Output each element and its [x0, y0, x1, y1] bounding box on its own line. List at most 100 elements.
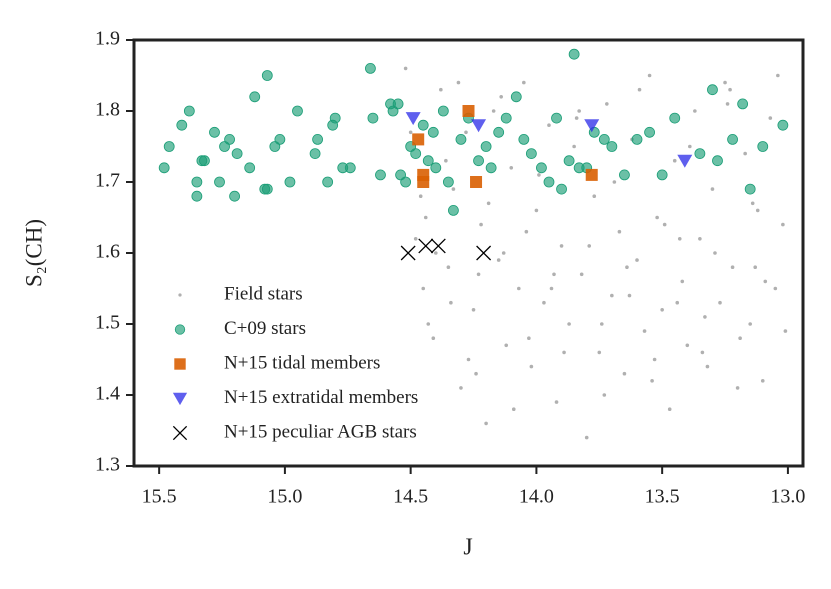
c09-star: [392, 98, 404, 110]
field-star: [718, 300, 722, 305]
field-star: [753, 265, 758, 270]
field-star: [685, 343, 690, 348]
c09-star: [274, 133, 286, 145]
field-star: [562, 350, 566, 355]
tidal-member: [417, 168, 430, 181]
field-star: [587, 244, 592, 248]
c09-star: [707, 84, 718, 96]
field-star: [486, 201, 491, 206]
field-star: [451, 187, 456, 191]
field-star: [773, 286, 778, 291]
c09-star: [375, 169, 386, 181]
legend-label: N+15 peculiar AGB stars: [224, 421, 417, 442]
field-star: [783, 329, 788, 333]
c09-star: [493, 126, 505, 138]
c09-star: [163, 141, 175, 152]
field-star: [652, 357, 657, 362]
field-star: [446, 265, 451, 270]
c09-star: [656, 169, 668, 181]
legend-label: C+09 stars: [224, 318, 306, 339]
c09-star: [312, 133, 323, 145]
extratidal-member: [471, 119, 487, 133]
c09-star: [365, 63, 376, 74]
c09-star: [473, 155, 484, 167]
field-star: [466, 357, 471, 362]
c09-star: [229, 190, 241, 202]
field-star: [768, 116, 773, 120]
tidal-member: [412, 133, 425, 146]
extratidal-member: [584, 119, 600, 133]
field-star: [403, 66, 408, 71]
legend-label: N+15 tidal members: [224, 352, 380, 373]
c09-star: [551, 112, 562, 124]
c09-star: [176, 119, 188, 131]
field-star: [667, 407, 672, 412]
tidal-member: [174, 358, 186, 370]
c09-star: [261, 70, 273, 81]
field-star: [524, 229, 529, 234]
tidal-member: [462, 105, 475, 117]
c09-star: [292, 105, 303, 117]
c09-star: [525, 148, 537, 160]
c09-star: [744, 183, 756, 195]
field-star: [622, 371, 627, 376]
field-star: [408, 130, 413, 135]
x-tick-label: 13.5: [645, 486, 680, 508]
c09-star: [191, 190, 203, 202]
field-star: [549, 286, 554, 291]
c09-star: [480, 141, 492, 152]
field-star: [434, 251, 438, 255]
c09-star: [214, 176, 225, 188]
c09-star: [712, 155, 723, 167]
c09-star: [400, 176, 412, 188]
field-star: [655, 215, 659, 220]
field-star: [522, 80, 526, 85]
plot-area: [158, 48, 789, 440]
field-star: [705, 364, 710, 369]
field-star: [444, 158, 448, 163]
c09-star: [543, 176, 555, 188]
c09-star: [422, 155, 434, 167]
field-star: [431, 336, 436, 341]
c09-star: [191, 176, 203, 188]
field-star: [625, 265, 629, 270]
y-tick-label: 1.9: [95, 28, 120, 50]
field-star: [612, 180, 617, 184]
c09-star: [598, 133, 610, 145]
c09-star: [261, 183, 273, 195]
c09-star: [757, 141, 769, 152]
field-star: [713, 251, 717, 255]
c09-star: [427, 126, 439, 138]
c09-star: [244, 162, 256, 174]
legend: Field stars C+09 stars N+15 tidal members N…: [172, 283, 418, 442]
y-tick-label: 1.3: [95, 454, 120, 476]
c09-star: [442, 176, 454, 188]
c09-star: [322, 176, 334, 188]
c09-star: [199, 155, 210, 167]
c09-star: [556, 183, 567, 195]
field-star: [703, 315, 707, 319]
field-star: [728, 87, 732, 92]
c09-star: [158, 162, 170, 174]
agb-star: [172, 425, 188, 441]
field-star: [675, 300, 680, 305]
field-star: [529, 364, 534, 369]
c09-star: [644, 126, 655, 138]
field-star: [725, 102, 730, 106]
extratidal-member: [172, 392, 188, 406]
field-star: [547, 123, 551, 127]
c09-star: [329, 112, 341, 124]
field-star: [748, 322, 752, 326]
c09-star: [448, 204, 459, 216]
c09-star: [485, 162, 497, 174]
field-star: [693, 109, 697, 113]
field-star: [750, 201, 755, 206]
field-star: [738, 336, 742, 341]
field-star: [426, 322, 431, 326]
x-axis-label: J: [463, 535, 472, 561]
c09-star: [174, 324, 186, 335]
plot-frame: [132, 38, 805, 468]
c09-star: [224, 133, 235, 145]
x-tick-label: 14.0: [519, 486, 554, 508]
